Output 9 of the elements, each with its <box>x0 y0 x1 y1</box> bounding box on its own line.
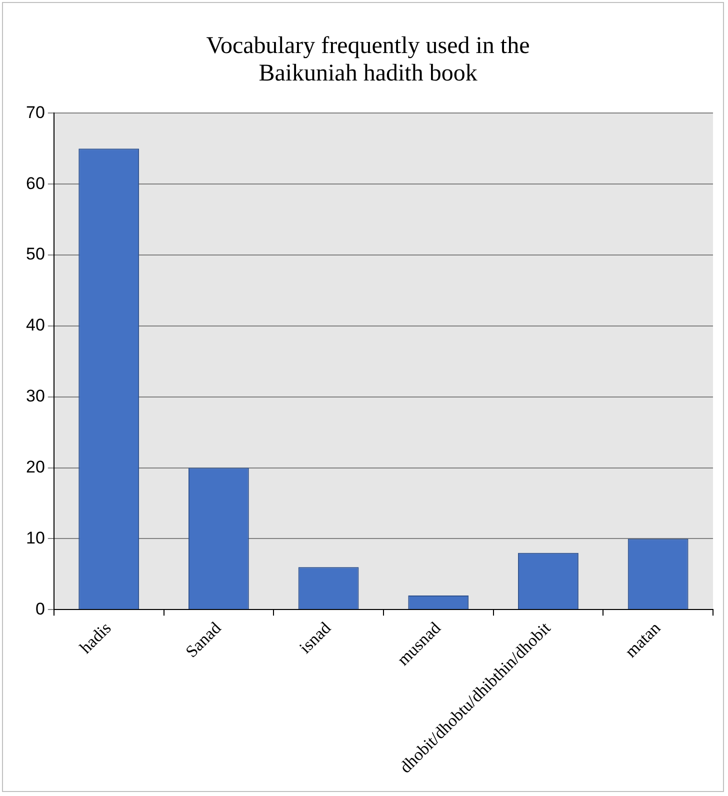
y-tick-label: 0 <box>35 599 45 618</box>
y-tick-label: 70 <box>26 102 45 122</box>
chart-title: Vocabulary frequently used in the Baikuniah hadith book <box>206 33 530 87</box>
y-tick-label: 60 <box>26 174 45 193</box>
y-tick-label: 50 <box>26 244 45 264</box>
y-tick-label: 30 <box>26 386 45 406</box>
y-tick-label: 10 <box>26 528 45 548</box>
y-tick-label: 40 <box>26 316 45 335</box>
y-tick-label: 20 <box>26 457 45 476</box>
